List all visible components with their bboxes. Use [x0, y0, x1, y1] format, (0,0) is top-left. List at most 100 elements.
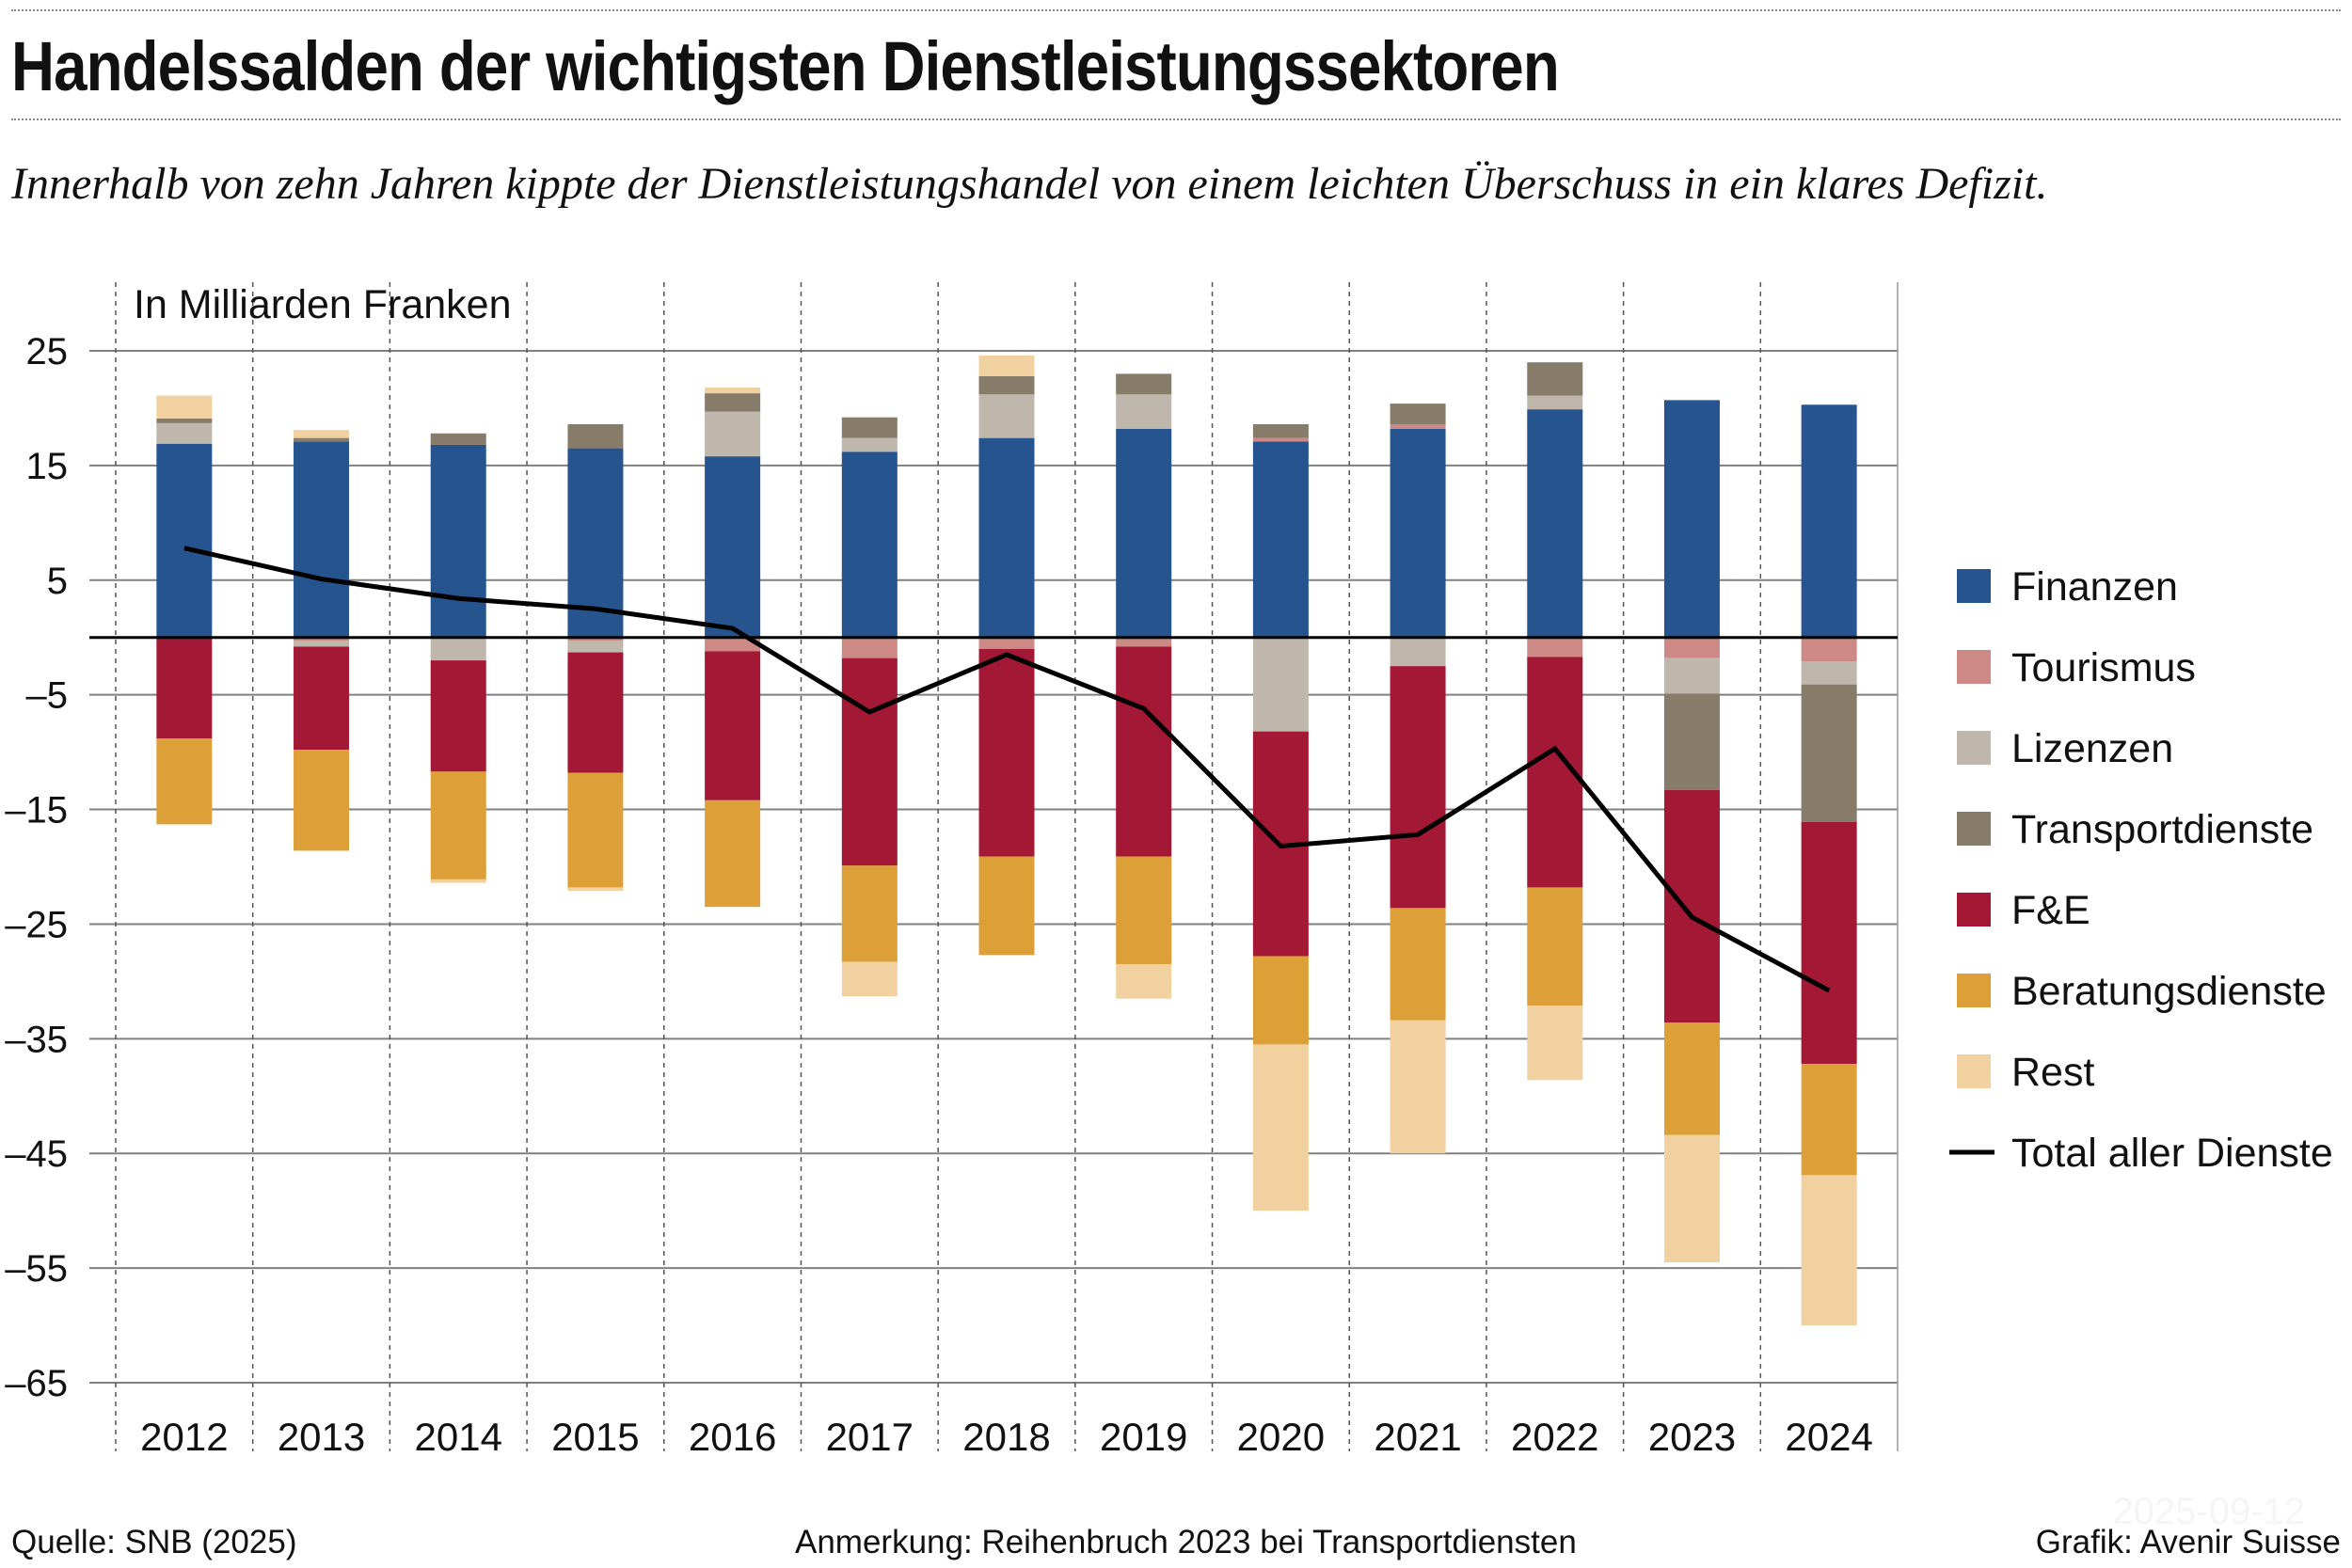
legend-swatch: [1957, 974, 1991, 1007]
bar-lizenzen-2021: [1390, 637, 1446, 667]
bar-lizenzen-2019: [1116, 394, 1172, 429]
y-tick-label: –35: [5, 1019, 68, 1060]
y-tick-label: 25: [26, 331, 69, 372]
x-tick-label: 2013: [278, 1415, 365, 1459]
bar-tourismus-2018: [978, 637, 1035, 649]
bar-transportdienste-2024: [1801, 684, 1857, 822]
x-tick-label: 2022: [1511, 1415, 1598, 1459]
bar-lizenzen-2014: [430, 637, 486, 661]
x-tick-label: 2021: [1374, 1415, 1461, 1459]
y-tick-label: 15: [26, 446, 69, 487]
bar-tourismus-2022: [1527, 637, 1583, 657]
legend-swatch: [1957, 650, 1991, 684]
legend-swatch: [1957, 1054, 1991, 1088]
bar-finanzen-2021: [1390, 428, 1446, 638]
bar-finanzen-2022: [1527, 409, 1583, 638]
bar-beratungsdienste-2022: [1527, 887, 1583, 1006]
y-tick-label: –45: [5, 1133, 68, 1175]
y-axis-label: In Milliarden Franken: [134, 282, 512, 327]
footnote: Anmerkung: Reihenbruch 2023 bei Transpor…: [795, 1524, 1577, 1560]
bar-rest-2024: [1801, 1175, 1857, 1326]
y-tick-label: –15: [5, 790, 68, 832]
bar-rest-2016: [705, 388, 761, 394]
x-tick-label: 2012: [140, 1415, 228, 1459]
y-tick-label: 5: [47, 561, 68, 602]
legend-label: Beratungsdienste: [2011, 969, 2327, 1014]
bar-rest-2020: [1252, 1044, 1309, 1212]
bar-tourismus-2013: [294, 637, 350, 641]
bar-tourismus-2020: [1252, 437, 1309, 442]
bar-transportdienste-2020: [1252, 424, 1309, 438]
bar-transportdienste-2019: [1116, 373, 1172, 395]
bar-fe-2018: [978, 648, 1035, 857]
source-note: Quelle: SNB (2025): [11, 1524, 297, 1560]
legend-label: Total aller Dienste: [2011, 1131, 2333, 1176]
bar-rest-2018: [978, 355, 1035, 376]
bar-tourismus-2024: [1801, 637, 1857, 662]
bar-finanzen-2016: [705, 456, 761, 638]
x-tick-label: 2024: [1785, 1415, 1872, 1459]
bar-tourismus-2016: [705, 637, 761, 652]
date-watermark: 2025-09-12: [2112, 1491, 2305, 1532]
bar-finanzen-2012: [156, 443, 213, 638]
bar-transportdienste-2014: [430, 433, 486, 445]
bar-lizenzen-2024: [1801, 661, 1857, 685]
bar-finanzen-2014: [430, 444, 486, 638]
bar-fe-2017: [841, 657, 898, 866]
credit-note: Grafik: Avenir Suisse: [2035, 1524, 2341, 1560]
bar-rest-2019: [1116, 964, 1172, 999]
bar-transportdienste-2012: [156, 418, 213, 423]
x-tick-label: 2017: [826, 1415, 914, 1459]
bar-finanzen-2019: [1116, 428, 1172, 638]
bar-beratungsdienste-2012: [156, 737, 213, 825]
bar-finanzen-2020: [1252, 441, 1309, 638]
bar-fe-2023: [1663, 789, 1720, 1023]
bar-beratungsdienste-2013: [294, 750, 350, 851]
bar-transportdienste-2023: [1663, 693, 1720, 790]
bar-lizenzen-2017: [841, 437, 898, 452]
bar-transportdienste-2013: [294, 437, 350, 442]
bar-beratungsdienste-2019: [1116, 856, 1172, 965]
bar-transportdienste-2015: [567, 424, 624, 449]
chart-subtitle: Innerhalb von zehn Jahren kippte der Die…: [11, 159, 2048, 209]
bar-beratungsdienste-2018: [978, 856, 1035, 956]
stacked-bar-chart: 25 15 5 –5 –15 –25 –35 –45 –55 –65 2012 2013 2014 201…: [5, 282, 2333, 1459]
bar-tourismus-2021: [1390, 424, 1446, 429]
bar-beratungsdienste-2021: [1390, 908, 1446, 1021]
bar-rest-2012: [156, 395, 213, 419]
bar-rest-2013: [294, 430, 350, 438]
bar-lizenzen-2016: [705, 411, 761, 457]
bar-transportdienste-2022: [1527, 362, 1583, 396]
bar-lizenzen-2015: [567, 641, 624, 653]
bar-tourismus-2015: [567, 637, 624, 641]
bar-rest-2022: [1527, 1005, 1583, 1081]
y-tick-label: –65: [5, 1363, 68, 1404]
bar-rest-2014: [430, 879, 486, 883]
bar-fe-2021: [1390, 666, 1446, 909]
legend-label: Lizenzen: [2011, 726, 2173, 771]
y-tick-label: –55: [5, 1248, 68, 1290]
bar-fe-2014: [430, 660, 486, 772]
legend-swatch: [1957, 893, 1991, 927]
bar-beratungsdienste-2020: [1252, 956, 1309, 1045]
x-tick-label: 2019: [1100, 1415, 1187, 1459]
bar-transportdienste-2017: [841, 417, 898, 438]
legend-label: F&E: [2011, 888, 2090, 933]
bar-transportdienste-2016: [705, 393, 761, 412]
x-tick-label: 2023: [1648, 1415, 1736, 1459]
bar-finanzen-2024: [1801, 404, 1857, 638]
legend-label: Finanzen: [2011, 564, 2178, 610]
bar-finanzen-2013: [294, 441, 350, 638]
bar-lizenzen-2018: [978, 394, 1035, 438]
bar-lizenzen-2020: [1252, 637, 1309, 732]
bar-tourismus-2023: [1663, 637, 1720, 658]
bar-finanzen-2018: [978, 437, 1035, 638]
bar-rest-2017: [841, 961, 898, 997]
bar-transportdienste-2018: [978, 375, 1035, 395]
bar-fe-2015: [567, 652, 624, 773]
bar-lizenzen-2023: [1663, 657, 1720, 694]
bar-finanzen-2017: [841, 451, 898, 638]
bar-beratungsdienste-2017: [841, 865, 898, 962]
legend-swatch: [1957, 812, 1991, 846]
bar-rest-2023: [1663, 1134, 1720, 1263]
